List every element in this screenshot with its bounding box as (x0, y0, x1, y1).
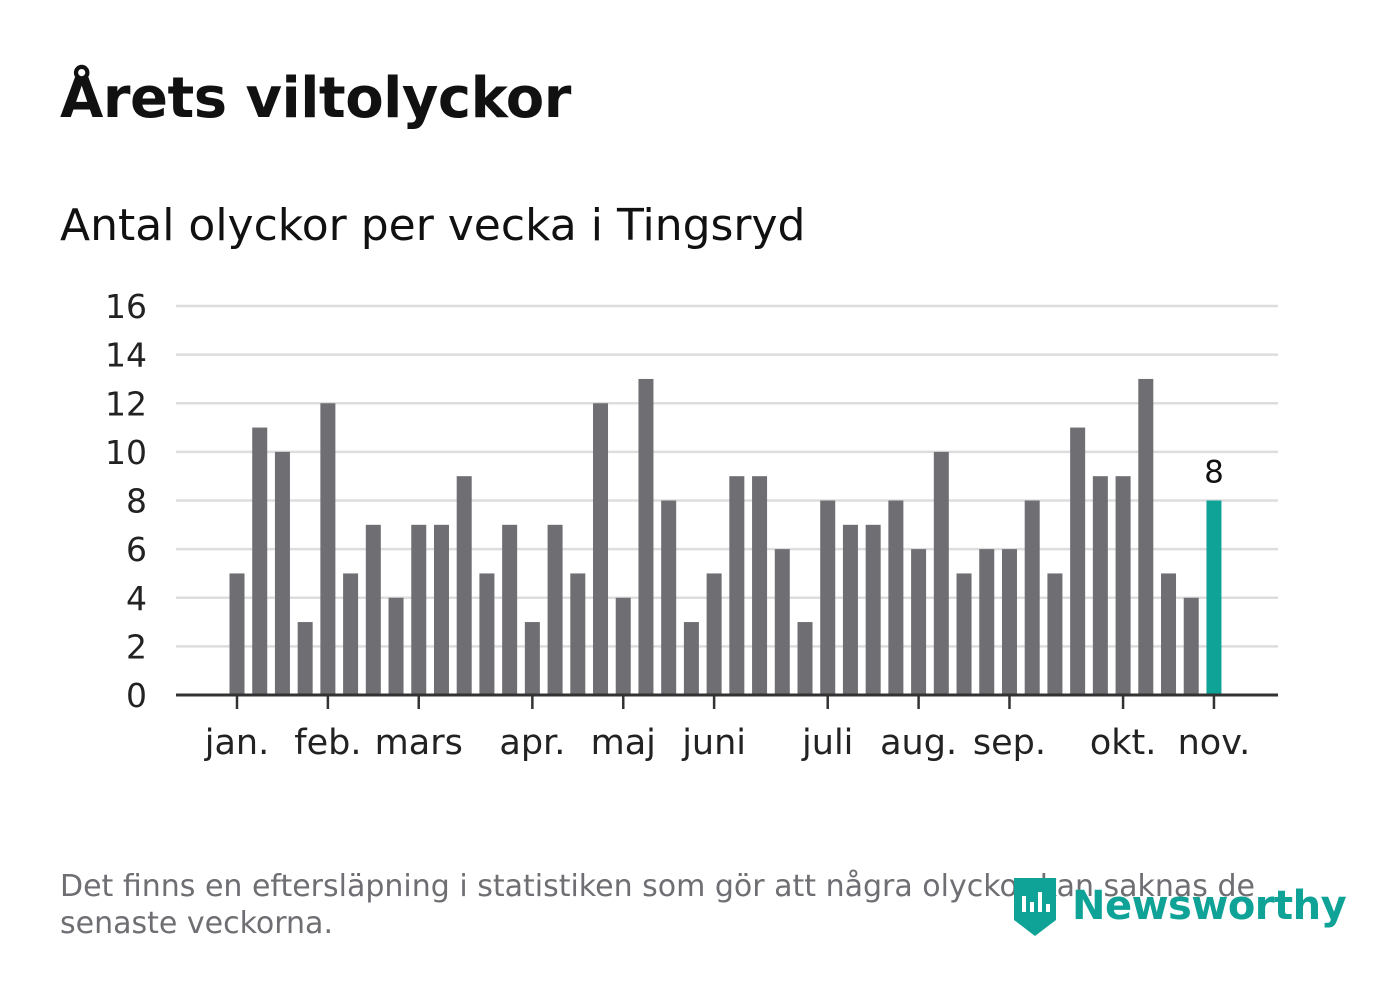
bar (706, 573, 722, 695)
bars (229, 378, 1222, 695)
x-tick-label: nov. (1178, 723, 1251, 763)
highlight-data-label: 8 (1204, 455, 1224, 491)
newsworthy-logo: Newsworthy (1010, 874, 1347, 938)
x-tick-label: okt. (1090, 723, 1157, 763)
bar (933, 451, 949, 695)
bar (1183, 597, 1199, 695)
x-tick-label: aug. (880, 723, 957, 763)
y-tick-label: 8 (126, 482, 147, 521)
x-tick-label: apr. (499, 723, 565, 763)
bar (956, 573, 972, 695)
y-tick-label: 0 (126, 676, 147, 715)
bar (911, 549, 927, 695)
x-tick-label: juni (681, 723, 746, 763)
bar (797, 622, 813, 695)
bar (1047, 573, 1063, 695)
bar (297, 622, 313, 695)
bar (570, 573, 586, 695)
bar (1070, 427, 1086, 695)
y-tick-label: 6 (126, 530, 147, 569)
bar (388, 597, 404, 695)
bar (979, 549, 995, 695)
bar (1024, 500, 1040, 695)
bar (1092, 476, 1108, 695)
y-tick-label: 10 (105, 433, 147, 472)
y-tick-label: 2 (126, 627, 147, 666)
bar (1001, 549, 1017, 695)
bar (774, 549, 790, 695)
bar (502, 524, 518, 695)
y-tick-label: 12 (105, 384, 147, 423)
bar (343, 573, 359, 695)
x-axis-labels: jan. feb. mars apr. maj juni juli aug. sep. okt. n… (204, 723, 1251, 763)
bar (456, 476, 472, 695)
x-tick-label: juli (801, 723, 853, 763)
y-tick-label: 16 (105, 287, 147, 326)
x-tick-label: feb. (294, 723, 361, 763)
chart-subtitle: Antal olyckor per vecka i Tingsryd (60, 200, 806, 251)
gridlines (176, 304, 1278, 648)
bar (1161, 573, 1177, 695)
x-tick-label: maj (591, 723, 656, 763)
bar (1115, 476, 1131, 695)
bar (729, 476, 745, 695)
bar (433, 524, 449, 695)
bar (411, 524, 427, 695)
bar-chart: 0 2 4 6 8 10 12 14 16 jan. feb. mars apr. maj juni jul… (105, 287, 1278, 763)
bar (479, 573, 495, 695)
bar (865, 524, 881, 695)
bar (820, 500, 836, 695)
newsworthy-logo-text: Newsworthy (1072, 883, 1347, 929)
bar (547, 524, 563, 695)
bar (615, 597, 631, 695)
bar-highlight (1206, 500, 1222, 695)
bar (593, 403, 609, 695)
x-tick-label: jan. (204, 723, 269, 763)
y-axis-labels: 0 2 4 6 8 10 12 14 16 (105, 287, 147, 715)
x-tick-label: mars (375, 723, 463, 763)
bar (683, 622, 699, 695)
bar (229, 573, 245, 695)
newsworthy-logo-icon (1014, 878, 1056, 936)
x-tick-label: sep. (973, 723, 1046, 763)
x-axis (176, 693, 1278, 709)
bar (524, 622, 540, 695)
bar (320, 403, 336, 695)
bar (752, 476, 768, 695)
y-tick-label: 14 (105, 336, 147, 375)
bar (274, 451, 290, 695)
bar (661, 500, 677, 695)
bar (365, 524, 381, 695)
bar (638, 378, 654, 695)
bar (252, 427, 268, 695)
bar (1138, 378, 1154, 695)
chart-title: Årets viltolyckor (60, 66, 571, 131)
y-tick-label: 4 (126, 579, 147, 618)
annotations: 8 (1204, 455, 1224, 491)
bar (888, 500, 904, 695)
bar (842, 524, 858, 695)
